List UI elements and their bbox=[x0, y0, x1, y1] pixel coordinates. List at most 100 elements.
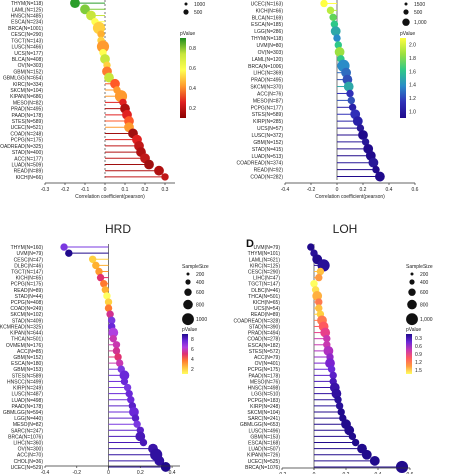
x-tick-label: -0.2 bbox=[72, 470, 81, 474]
category-label: GBM(N=153) bbox=[13, 367, 43, 373]
category-label: PCPG(N=177) bbox=[251, 105, 284, 111]
category-label: THCA(N=501) bbox=[11, 337, 43, 343]
size-legend-dot bbox=[182, 313, 194, 326]
category-label: STAD(N=44) bbox=[15, 294, 44, 300]
category-label: CESC(N=47) bbox=[14, 257, 44, 263]
category-label: STES(N=572) bbox=[249, 349, 281, 355]
category-label: ESCA(N=185) bbox=[251, 22, 283, 28]
category-label: MESO(N=82) bbox=[13, 100, 43, 106]
category-label: PAAD(N=178) bbox=[12, 404, 44, 410]
category-label: COAD(N=282) bbox=[250, 175, 283, 181]
category-label: MESO(N=87) bbox=[253, 98, 283, 104]
category-label: PCPG(N=408) bbox=[11, 300, 44, 306]
category-label: STES(N=589) bbox=[12, 119, 44, 125]
point bbox=[346, 89, 354, 98]
category-label: PRAD(N=495) bbox=[11, 107, 43, 113]
point bbox=[326, 6, 335, 15]
point bbox=[335, 402, 344, 410]
category-label: SKCM(N=104) bbox=[247, 410, 280, 416]
point bbox=[88, 255, 97, 263]
size-legend-label: 600 bbox=[420, 290, 429, 296]
size-legend-label: 1,000 bbox=[414, 20, 427, 26]
color-bar bbox=[400, 38, 406, 118]
point bbox=[135, 431, 146, 442]
size-legend-label: 600 bbox=[196, 290, 205, 296]
point bbox=[154, 455, 165, 466]
category-label: BRCA(N=1006) bbox=[248, 64, 283, 70]
size-legend-label: 800 bbox=[420, 303, 429, 309]
point bbox=[60, 243, 68, 251]
category-label: KIPAN(N=726) bbox=[247, 453, 280, 459]
size-legend-label: 1000 bbox=[196, 317, 207, 323]
category-label: COAD(N=248) bbox=[10, 131, 43, 137]
point bbox=[361, 449, 372, 460]
point bbox=[112, 347, 121, 355]
point bbox=[358, 130, 368, 140]
color-legend-tick: 1.5 bbox=[415, 368, 422, 374]
color-legend-tick: 1.0 bbox=[409, 109, 416, 115]
category-label: SKCM(N=370) bbox=[250, 85, 283, 91]
color-legend-tick: 1.2 bbox=[409, 96, 416, 102]
size-legend-label: 500 bbox=[414, 10, 423, 16]
category-label: KIRP(N=285) bbox=[253, 119, 283, 125]
point bbox=[103, 292, 111, 300]
point bbox=[80, 4, 90, 15]
category-label: CESC(N=290) bbox=[248, 269, 280, 275]
category-label: LUAD(N=498) bbox=[11, 398, 43, 404]
category-label: HNSCC(N=499) bbox=[7, 379, 43, 385]
point bbox=[323, 334, 331, 343]
point bbox=[120, 377, 129, 386]
category-label: KIRP(N=249) bbox=[13, 386, 43, 392]
size-legend-dot bbox=[406, 313, 418, 326]
category-label: THYM(N=101) bbox=[248, 251, 281, 257]
color-legend-tick: 0.4 bbox=[189, 86, 196, 92]
size-legend-dot bbox=[408, 288, 416, 296]
x-tick-label: 0.1 bbox=[122, 187, 129, 193]
size-legend-label: 800 bbox=[196, 303, 205, 309]
point bbox=[375, 171, 385, 182]
size-legend-title: SampleSize bbox=[182, 264, 209, 270]
category-label: TGCT(N=147) bbox=[248, 282, 280, 288]
point bbox=[70, 0, 80, 9]
x-tick-label: -0.4 bbox=[41, 470, 50, 474]
point bbox=[348, 103, 357, 112]
point bbox=[108, 316, 116, 325]
size-legend-dot bbox=[402, 18, 410, 26]
x-tick-label: 0.3 bbox=[162, 187, 169, 193]
point bbox=[347, 96, 355, 105]
category-label: MESO(N=76) bbox=[250, 379, 280, 385]
point bbox=[343, 81, 354, 92]
category-label: ESCA(N=182) bbox=[248, 343, 280, 349]
size-legend-dot bbox=[186, 272, 190, 276]
point bbox=[96, 273, 105, 282]
category-label: LUSC(N=372) bbox=[251, 133, 283, 139]
point bbox=[114, 353, 122, 361]
point bbox=[127, 396, 135, 404]
x-tick-label: 0.2 bbox=[343, 472, 350, 474]
x-tick-label: 0.4 bbox=[375, 472, 382, 474]
size-legend-dot bbox=[183, 9, 189, 15]
point bbox=[95, 267, 103, 276]
point bbox=[320, 327, 331, 338]
category-label: PAAD(N=178) bbox=[12, 113, 44, 119]
color-legend-tick: 6 bbox=[191, 347, 194, 353]
category-label: ESCA(N=234) bbox=[11, 20, 43, 26]
point bbox=[351, 438, 360, 447]
color-legend-title: pValue bbox=[180, 31, 195, 37]
panel-a: THYM(N=118)LAML(N=125)HNSC(N=485)ESCA(N=… bbox=[0, 0, 205, 200]
category-label: DLBC(N=46) bbox=[251, 288, 280, 294]
category-label: UVM(N=79) bbox=[16, 251, 43, 257]
category-label: ACC(N=177) bbox=[14, 156, 43, 162]
point bbox=[329, 371, 337, 380]
point bbox=[320, 0, 328, 8]
category-label: STAD(N=390) bbox=[249, 324, 281, 330]
size-legend-dot bbox=[409, 279, 415, 285]
point bbox=[361, 138, 370, 146]
point bbox=[331, 388, 342, 399]
category-label: PAAD(N=178) bbox=[249, 373, 281, 379]
x-tick-label: -0.2 bbox=[61, 187, 70, 193]
color-legend-title: pValue bbox=[400, 31, 415, 37]
category-label: ESCA(N=168) bbox=[248, 441, 280, 447]
point bbox=[131, 414, 140, 422]
point bbox=[125, 389, 133, 398]
